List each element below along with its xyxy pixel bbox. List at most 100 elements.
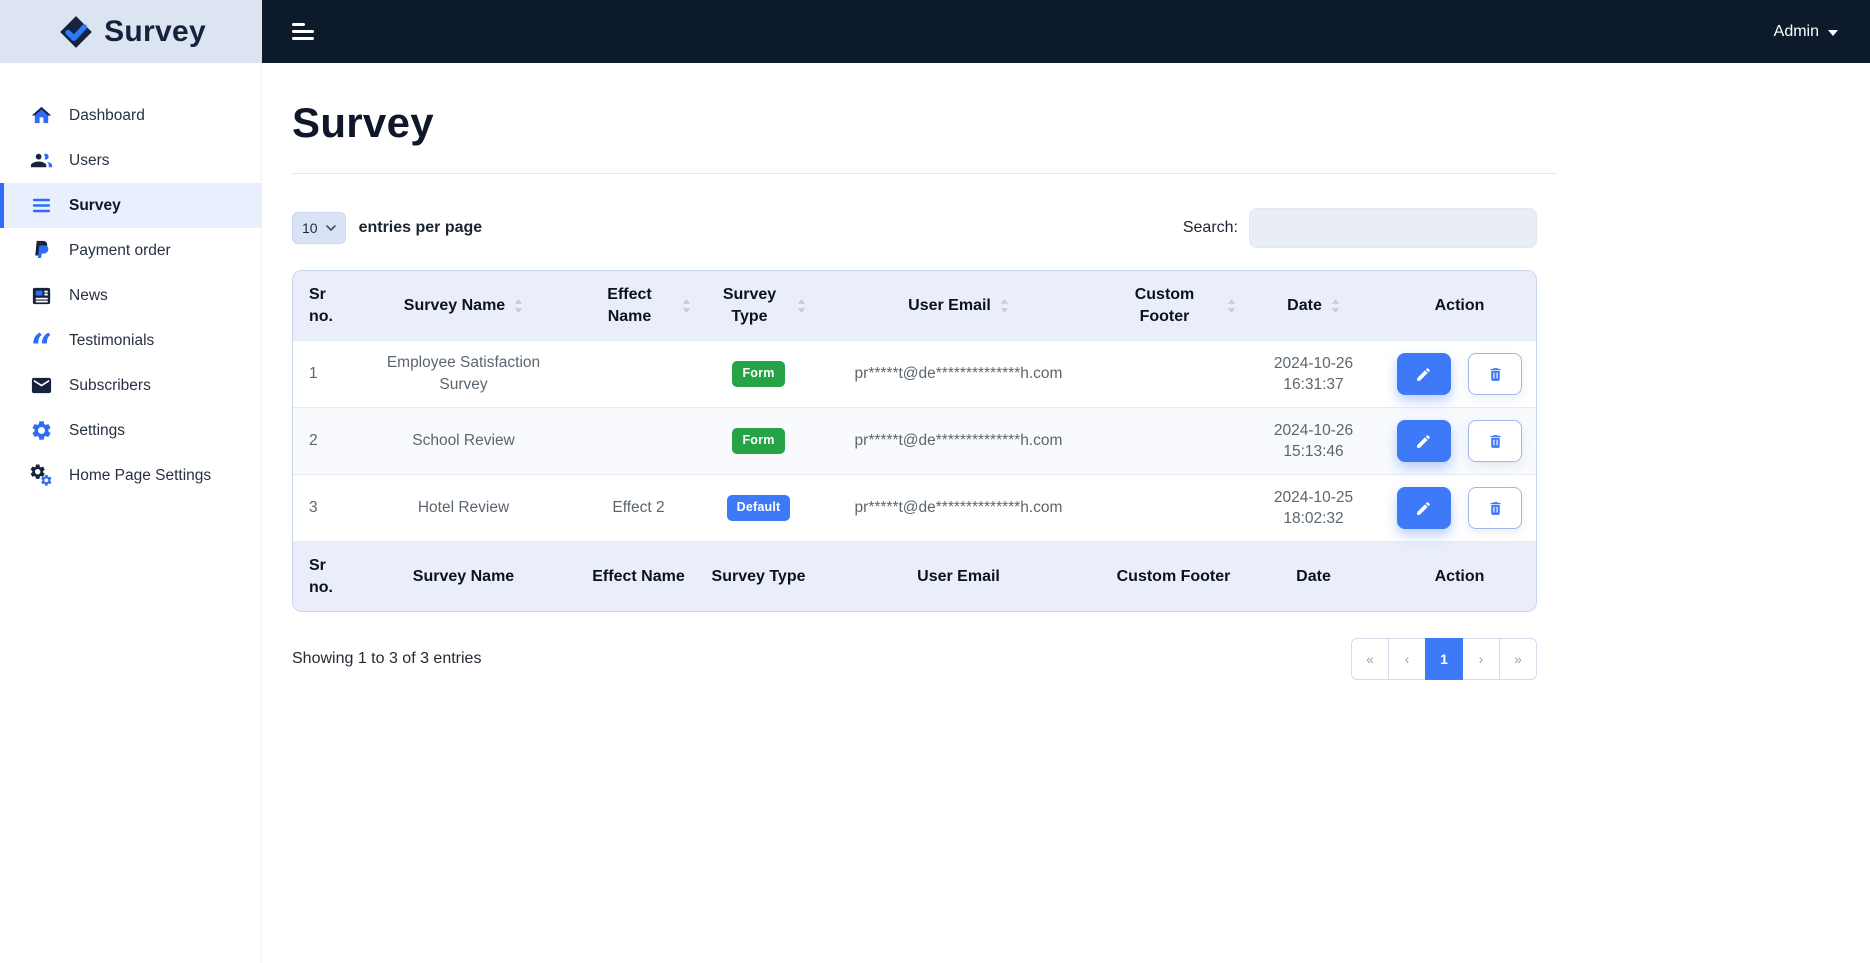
- caret-down-icon: [1828, 29, 1838, 36]
- cell-effect-name: [576, 340, 701, 408]
- delete-button[interactable]: [1468, 487, 1523, 530]
- admin-label: Admin: [1773, 22, 1819, 40]
- footer-column-header-survey-name: Survey Name: [351, 541, 576, 612]
- column-header-effect-name: Effect Name: [576, 271, 701, 341]
- entries-per-page-select[interactable]: 10: [292, 212, 346, 244]
- survey-type-badge: Form: [732, 361, 785, 387]
- sort-icon[interactable]: [682, 298, 691, 313]
- edit-button[interactable]: [1396, 353, 1451, 396]
- pagination: «‹ 1 ›»: [1351, 638, 1537, 681]
- column-header-label: Date: [1287, 296, 1322, 314]
- sidebar-item-subscribers[interactable]: Subscribers: [0, 363, 261, 408]
- table-body: 1 Employee Satisfaction Survey Form pr**…: [293, 340, 1536, 542]
- sidebar-item-payment-order[interactable]: Payment order: [0, 228, 261, 273]
- next-page-button[interactable]: ›: [1462, 638, 1500, 681]
- column-header-label: Survey Type: [711, 567, 806, 585]
- column-header-date: Date: [1246, 271, 1381, 341]
- column-header-survey-name: Survey Name: [351, 271, 576, 341]
- sidebar-item-label: Survey: [69, 196, 121, 214]
- table-footer-bar: Showing 1 to 3 of 3 entries «‹ 1 ›»: [292, 638, 1537, 681]
- sidebar-item-label: Users: [69, 151, 110, 169]
- list-icon: [30, 194, 53, 217]
- table-header: Sr no. Survey Name Effect Name Survey Ty…: [293, 271, 1536, 341]
- table-row: 2 School Review Form pr*****t@de********…: [293, 407, 1536, 475]
- cell-user-email: pr*****t@de**************h.com: [816, 407, 1101, 475]
- column-header-survey-type: Survey Type: [701, 271, 816, 341]
- sidebar-toggle-button[interactable]: [286, 13, 320, 50]
- trash-icon: [1487, 500, 1504, 517]
- edit-button[interactable]: [1396, 487, 1451, 530]
- cell-sr-no: 2: [293, 407, 351, 475]
- sidebar-item-dashboard[interactable]: Dashboard: [0, 93, 261, 138]
- cell-effect-name: Effect 2: [576, 474, 701, 542]
- sidebar-item-home-page-settings[interactable]: Home Page Settings: [0, 453, 261, 498]
- column-header-label: Survey Name: [412, 567, 515, 585]
- sidebar-item-survey[interactable]: Survey: [0, 183, 261, 228]
- page-title: Survey: [292, 99, 434, 146]
- cell-sr-no: 3: [293, 474, 351, 542]
- sort-icon[interactable]: [1000, 298, 1009, 313]
- cell-user-email: pr*****t@de**************h.com: [816, 474, 1101, 542]
- cell-custom-footer: [1101, 340, 1246, 408]
- sort-icon[interactable]: [1331, 298, 1340, 313]
- sort-icon[interactable]: [514, 298, 523, 313]
- title-divider: [292, 173, 1557, 174]
- previous-page-button[interactable]: ‹: [1388, 638, 1426, 681]
- last-page-button[interactable]: »: [1499, 638, 1537, 681]
- cell-action: [1381, 407, 1536, 475]
- page-1-button[interactable]: 1: [1425, 638, 1463, 681]
- search-label: Search:: [1182, 219, 1238, 236]
- delete-button[interactable]: [1468, 420, 1523, 463]
- sidebar-item-label: Home Page Settings: [69, 466, 212, 484]
- table-footer-header: Sr no. Survey Name Effect Name Survey Ty…: [293, 541, 1536, 612]
- survey-type-badge: Form: [732, 428, 785, 454]
- hamburger-icon: [292, 23, 314, 40]
- cell-sr-no: 1: [293, 340, 351, 408]
- quote-icon: “: [30, 325, 53, 371]
- main-content: Survey 10 entries per page Search:: [262, 63, 1870, 963]
- cell-action: [1381, 474, 1536, 542]
- first-page-button[interactable]: «: [1351, 638, 1389, 681]
- sidebar-item-label: News: [69, 286, 108, 304]
- sidebar-item-testimonials[interactable]: “ Testimonials: [0, 318, 261, 371]
- survey-table: Sr no. Survey Name Effect Name Survey Ty…: [293, 271, 1536, 612]
- gear-icon: [30, 419, 53, 442]
- brand-logo[interactable]: Survey: [0, 0, 262, 63]
- footer-column-header-survey-type: Survey Type: [701, 541, 816, 612]
- home-icon: [30, 104, 53, 127]
- cell-survey-type: Default: [701, 474, 816, 542]
- sort-icon[interactable]: [1227, 298, 1236, 313]
- survey-type-badge: Default: [726, 495, 791, 521]
- entries-summary: Showing 1 to 3 of 3 entries: [292, 650, 482, 668]
- footer-column-header-date: Date: [1246, 541, 1381, 612]
- column-header-action: Action: [1381, 271, 1536, 341]
- cell-survey-name: Hotel Review: [351, 474, 576, 542]
- trash-icon: [1487, 366, 1504, 383]
- edit-icon: [1415, 433, 1432, 450]
- entries-per-page-label: entries per page: [358, 219, 483, 236]
- sidebar-item-settings[interactable]: Settings: [0, 408, 261, 453]
- sidebar-item-users[interactable]: Users: [0, 138, 261, 183]
- cell-action: [1381, 340, 1536, 408]
- sidebar-item-news[interactable]: News: [0, 273, 261, 318]
- trash-icon: [1487, 433, 1504, 450]
- admin-dropdown[interactable]: Admin: [1774, 23, 1838, 41]
- column-header-label: Custom Footer: [1116, 567, 1231, 585]
- delete-button[interactable]: [1468, 353, 1523, 396]
- sort-icon[interactable]: [797, 298, 806, 313]
- footer-column-header-custom-footer: Custom Footer: [1101, 541, 1246, 612]
- sidebar-nav: Dashboard Users Survey Payment order New…: [0, 63, 262, 963]
- column-header-label: Custom Footer: [1134, 286, 1195, 325]
- search-input[interactable]: [1249, 208, 1537, 248]
- column-header-custom-footer: Custom Footer: [1101, 271, 1246, 341]
- sidebar-item-label: Settings: [69, 421, 126, 439]
- entries-select-value: 10: [302, 220, 318, 236]
- column-header-label: User Email: [908, 296, 991, 314]
- cell-survey-name: Employee Satisfaction Survey: [351, 340, 576, 408]
- edit-button[interactable]: [1396, 420, 1451, 463]
- cell-effect-name: [576, 407, 701, 475]
- entries-per-page: 10 entries per page: [292, 212, 482, 244]
- footer-column-header-sr-no: Sr no.: [293, 541, 351, 612]
- footer-column-header-effect-name: Effect Name: [576, 541, 701, 612]
